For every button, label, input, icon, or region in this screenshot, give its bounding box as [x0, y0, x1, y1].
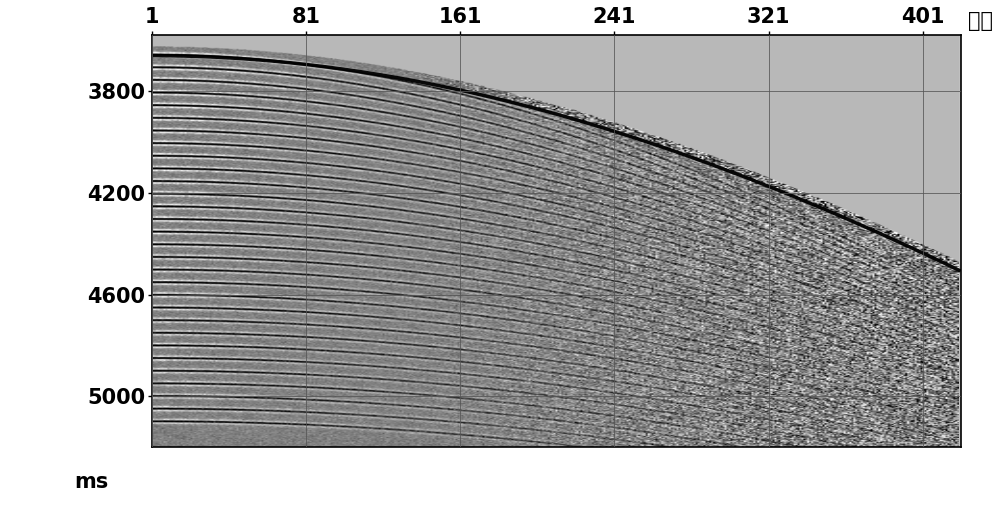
Text: 道号: 道号: [968, 11, 993, 31]
Text: ms: ms: [74, 472, 109, 492]
